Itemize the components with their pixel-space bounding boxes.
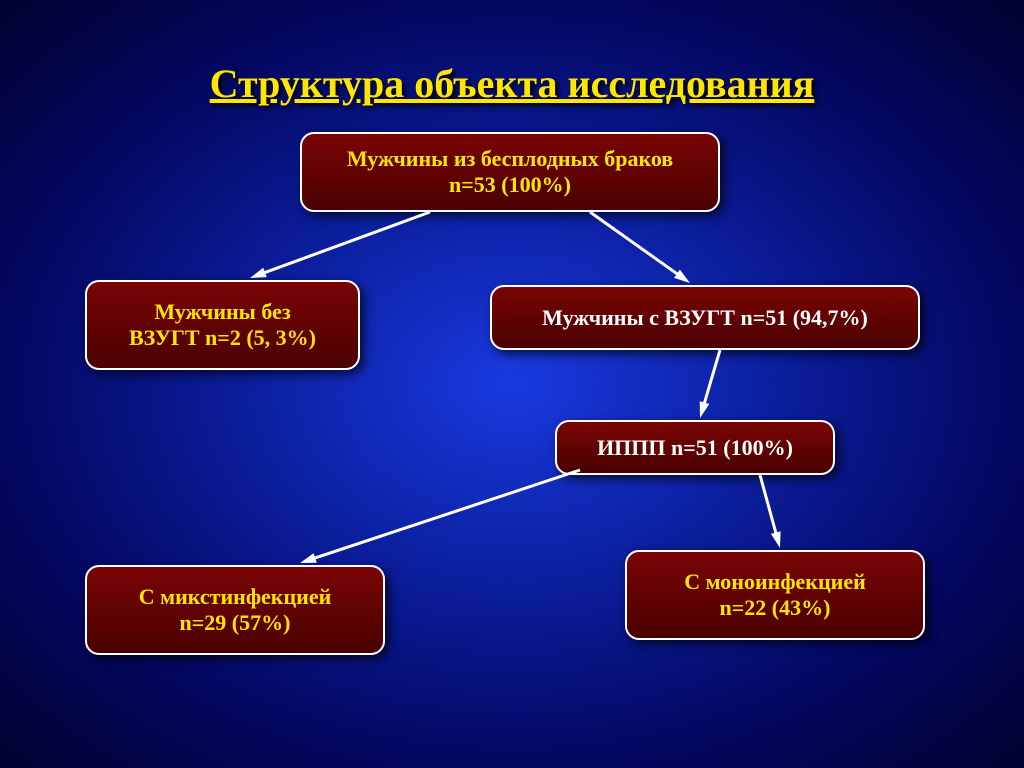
node-left1: Мужчины без ВЗУГТ n=2 (5, 3%) (85, 280, 360, 370)
slide: Структура объекта исследования Мужчины и… (0, 0, 1024, 768)
node-right2: ИППП n=51 (100%) (555, 420, 835, 475)
node-leaf-left-line2: n=29 (57%) (180, 610, 291, 636)
slide-title: Структура объекта исследования (0, 60, 1024, 107)
node-root-line2: n=53 (100%) (449, 172, 571, 198)
node-right2-line1: ИППП n=51 (100%) (597, 435, 793, 461)
node-left1-line1: Мужчины без (154, 299, 290, 325)
node-root: Мужчины из бесплодных браков n=53 (100%) (300, 132, 720, 212)
node-right1-line1: Мужчины с ВЗУГТ n=51 (94,7%) (542, 305, 868, 331)
node-leaf-right: С моноинфекцией n=22 (43%) (625, 550, 925, 640)
node-leaf-left-line1: С микстинфекцией (139, 584, 332, 610)
node-leaf-left: С микстинфекцией n=29 (57%) (85, 565, 385, 655)
node-left1-line2: ВЗУГТ n=2 (5, 3%) (129, 325, 316, 351)
node-root-line1: Мужчины из бесплодных браков (347, 146, 673, 172)
node-right1: Мужчины с ВЗУГТ n=51 (94,7%) (490, 285, 920, 350)
node-leaf-right-line1: С моноинфекцией (684, 569, 866, 595)
node-leaf-right-line2: n=22 (43%) (720, 595, 831, 621)
